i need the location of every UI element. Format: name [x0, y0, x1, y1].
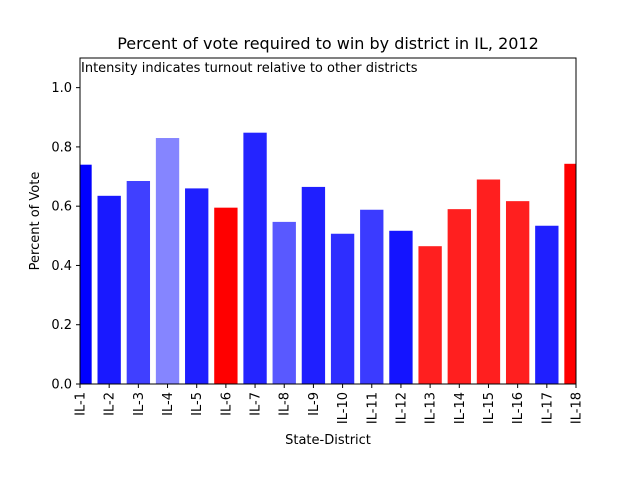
x-tick-label: IL-3 — [132, 392, 147, 416]
x-tick-label: IL-6 — [219, 392, 234, 416]
y-tick-label: 0.2 — [51, 318, 72, 333]
bar-il-1 — [80, 164, 92, 384]
bar-il-4 — [155, 138, 180, 384]
x-tick-label: IL-11 — [365, 392, 380, 424]
x-tick-label: IL-8 — [278, 392, 293, 416]
bar-il-15 — [476, 179, 501, 384]
x-axis-label: State-District — [285, 433, 371, 448]
x-tick-label: IL-4 — [161, 392, 176, 416]
bar-il-12 — [389, 230, 413, 384]
bar-il-7 — [243, 132, 267, 384]
bar-il-8 — [272, 221, 296, 384]
bar-il-18 — [564, 163, 576, 384]
x-tick-label: IL-14 — [453, 392, 468, 424]
y-tick-label: 0.6 — [51, 200, 72, 215]
bar-il-5 — [185, 188, 209, 384]
bar-il-2 — [97, 195, 121, 384]
bar-il-9 — [301, 186, 326, 384]
x-tick-label: IL-10 — [336, 392, 351, 424]
bar-il-3 — [126, 180, 151, 384]
bar-il-6 — [214, 207, 238, 384]
x-tick-label: IL-9 — [307, 392, 322, 416]
y-tick-label: 0.0 — [51, 378, 72, 393]
bar-il-10 — [330, 233, 355, 384]
bar-il-11 — [360, 209, 384, 384]
bars — [80, 132, 576, 384]
y-tick-label: 1.0 — [51, 81, 72, 96]
x-tick-label: IL-12 — [394, 392, 409, 424]
y-tick-label: 0.4 — [51, 259, 72, 274]
y-tick-label: 0.8 — [51, 140, 72, 155]
bar-il-17 — [535, 225, 559, 384]
x-tick-label: IL-15 — [482, 392, 497, 424]
x-tick-label: IL-5 — [190, 392, 205, 416]
y-axis-label: Percent of Vote — [28, 172, 43, 271]
axes: 0.0 0.2 0.4 0.6 0.8 1.0 IL-1 IL-2 IL-3 IL-4 IL-5 IL… — [51, 57, 585, 424]
x-tick-label: IL-7 — [249, 392, 264, 416]
plot-frame — [79, 57, 577, 385]
x-tick-label: IL-17 — [540, 392, 555, 424]
x-tick-label: IL-1 — [74, 392, 89, 416]
bar-il-16 — [505, 201, 530, 384]
x-tick-label: IL-18 — [570, 392, 585, 424]
x-tick-label: IL-13 — [424, 392, 439, 424]
bar-il-13 — [418, 246, 442, 384]
x-tick-label: IL-16 — [511, 392, 526, 424]
bar-il-14 — [447, 209, 471, 384]
chart-title: Percent of vote required to win by distr… — [117, 34, 539, 53]
chart-annotation: Intensity indicates turnout relative to … — [81, 61, 418, 76]
x-tick-label: IL-2 — [103, 392, 118, 416]
